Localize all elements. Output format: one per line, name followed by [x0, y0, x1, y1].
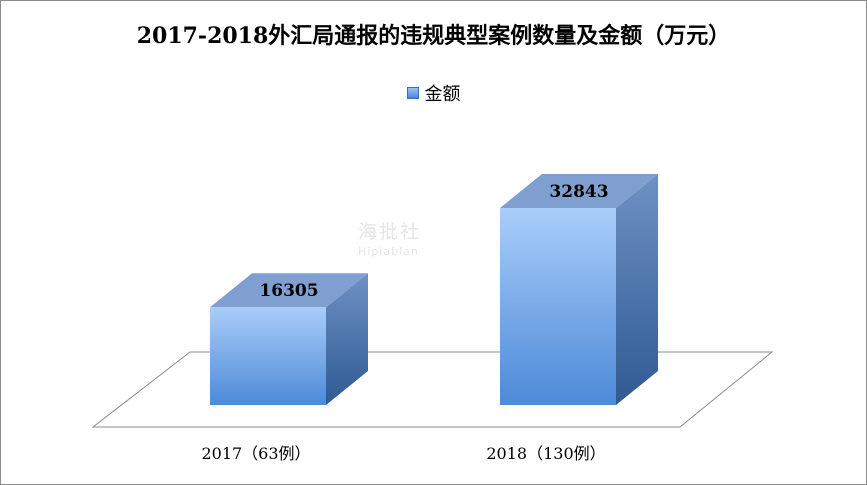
data-label: 32843: [549, 182, 608, 202]
bar-top: [210, 273, 368, 308]
x-axis-labels: 2017（63例） 2018（130例）: [201, 444, 605, 463]
data-label: 16305: [259, 281, 318, 301]
legend-swatch: [406, 87, 419, 99]
watermark-line1: 海批社: [358, 221, 422, 243]
bar: [210, 307, 326, 405]
bar-side: [616, 174, 658, 405]
legend: 金额: [0, 80, 867, 106]
x-tick-label: 2018（130例）: [486, 444, 605, 463]
watermark: 海批社 Hipiablan: [358, 222, 421, 262]
chart-floor: [91, 351, 774, 428]
legend-label: 金额: [424, 84, 461, 105]
watermark-line2: Hipiablan: [358, 245, 419, 258]
bar-side: [326, 273, 368, 405]
chart-title: 2017-2018外汇局通报的违规典型案例数量及金额（万元）: [136, 23, 731, 49]
bar-top: [500, 174, 658, 208]
x-tick-label: 2017（63例）: [201, 444, 310, 463]
bars-group: 16305 32843: [210, 174, 658, 405]
bar: [500, 208, 616, 405]
